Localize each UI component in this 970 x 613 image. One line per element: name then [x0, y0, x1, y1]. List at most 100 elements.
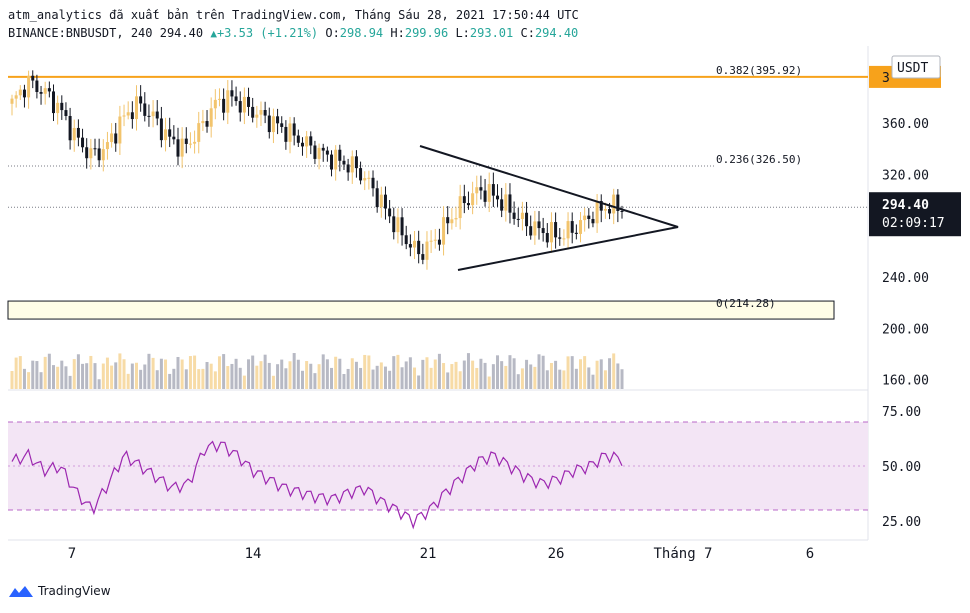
- volume-bar: [143, 364, 147, 389]
- volume-bar: [201, 368, 205, 389]
- candle-body: [251, 106, 255, 118]
- candle-body: [284, 126, 288, 142]
- candle-body: [114, 133, 118, 144]
- volume-bar: [89, 355, 93, 389]
- volume-bar: [205, 362, 209, 389]
- current-price-badge: [869, 192, 961, 237]
- candle-body: [143, 103, 147, 116]
- candle-body: [155, 111, 159, 119]
- candle-body: [72, 127, 76, 141]
- volume-bar: [350, 358, 354, 389]
- price-tick-label: 240.00: [882, 271, 929, 286]
- volume-bar: [342, 374, 346, 389]
- price-tick-label: 200.00: [882, 322, 929, 337]
- time-tick-label: 6: [806, 546, 814, 562]
- currency-badge[interactable]: [891, 55, 941, 79]
- candle-body: [396, 217, 400, 233]
- volume-bar: [267, 362, 271, 389]
- volume-bar: [541, 355, 545, 389]
- volume-bar: [288, 361, 292, 389]
- volume-bar: [363, 354, 367, 389]
- candle-body: [599, 201, 603, 211]
- volume-bar: [184, 369, 188, 389]
- volume-bar: [180, 359, 184, 389]
- last-price: 294.40: [159, 26, 204, 40]
- volume-bar: [458, 371, 462, 389]
- candle-body: [330, 154, 334, 170]
- volume-bar: [97, 379, 101, 389]
- volume-bar: [292, 353, 296, 389]
- candle-body: [101, 149, 105, 161]
- volume-bar: [429, 367, 433, 389]
- candle-body: [43, 88, 47, 94]
- volume-bar: [110, 365, 114, 389]
- candle-body: [242, 96, 246, 113]
- candle-body: [350, 156, 354, 173]
- volume-bar: [383, 366, 387, 389]
- volume-bar: [504, 365, 508, 389]
- volume-bar: [512, 358, 516, 389]
- candle-body: [595, 201, 599, 224]
- candle-body: [10, 98, 14, 104]
- volume-bar: [359, 367, 363, 389]
- volume-bar: [263, 354, 267, 389]
- volume-bar: [213, 371, 217, 389]
- volume-bar: [259, 361, 263, 389]
- candle-body: [296, 135, 300, 143]
- volume-bar: [47, 353, 51, 389]
- volume-bar: [608, 358, 612, 389]
- volume-bar: [188, 356, 192, 389]
- candle-body: [76, 127, 80, 138]
- volume-bar: [176, 356, 180, 389]
- candle-body: [620, 210, 624, 212]
- volume-bar: [570, 356, 574, 389]
- candle-body: [14, 95, 18, 99]
- candle-body: [300, 142, 304, 147]
- volume-bar: [14, 357, 18, 389]
- volume-bar: [566, 356, 570, 389]
- high-value: 299.96: [404, 26, 449, 40]
- symbol-label: BINANCE:BNBUSDT, 240: [8, 26, 153, 40]
- candle-body: [562, 238, 566, 240]
- high-label: H:: [390, 26, 405, 40]
- candle-body: [222, 98, 226, 113]
- candle-body: [570, 221, 574, 233]
- volume-bar: [122, 359, 126, 389]
- candle-body: [22, 89, 26, 98]
- volume-bar: [234, 358, 238, 389]
- candle-body: [280, 123, 284, 127]
- candle-body: [126, 112, 130, 116]
- candle-body: [566, 221, 570, 239]
- candle-body: [500, 199, 504, 211]
- volume-bar: [583, 356, 587, 389]
- volume-bar: [549, 362, 553, 389]
- volume-bar: [595, 360, 599, 389]
- volume-bar: [118, 353, 122, 389]
- volume-bar: [76, 354, 80, 389]
- volume-bar: [222, 354, 226, 389]
- volume-bar: [226, 366, 230, 389]
- volume-bar: [27, 372, 31, 389]
- tradingview-logo[interactable]: TradingView: [8, 584, 111, 598]
- candle-body: [549, 222, 553, 243]
- volume-bar: [242, 375, 246, 389]
- candle-body: [458, 196, 462, 219]
- volume-bar: [330, 367, 334, 389]
- candle-body: [496, 195, 500, 200]
- candle-body: [608, 209, 612, 214]
- candle-body: [437, 239, 441, 245]
- candle-body: [85, 147, 89, 159]
- volume-bar: [251, 355, 255, 389]
- candle-body: [56, 102, 60, 114]
- volume-bar: [462, 360, 466, 389]
- price-tick-label: 160.00: [882, 374, 929, 389]
- volume-bar: [367, 355, 371, 389]
- candle-body: [193, 141, 197, 144]
- candle-body: [408, 244, 412, 248]
- volume-bar: [134, 362, 138, 389]
- candle-body: [271, 116, 275, 133]
- candle-body: [483, 190, 487, 202]
- volume-bar: [379, 362, 383, 389]
- volume-bar: [22, 368, 26, 389]
